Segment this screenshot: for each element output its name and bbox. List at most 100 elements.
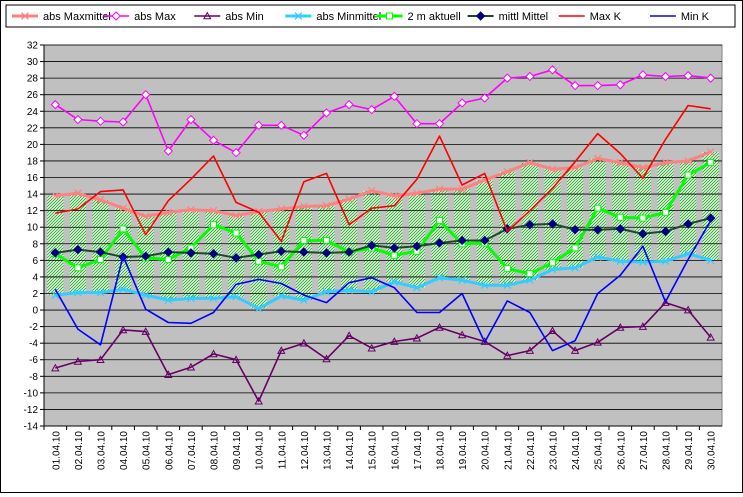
data-point xyxy=(503,167,512,176)
data-point xyxy=(209,294,218,303)
data-point xyxy=(413,189,421,198)
data-point xyxy=(209,206,218,215)
axes: -14-12-10-8-6-4-202468101214161820222426… xyxy=(24,41,722,470)
data-point xyxy=(660,226,671,237)
legend-label: abs Maxmittel xyxy=(43,11,111,23)
series-mittl-mittel xyxy=(50,213,716,263)
data-point xyxy=(345,195,353,203)
data-point xyxy=(594,204,602,212)
x-tick-label: 22.04.10 xyxy=(526,431,537,470)
data-point xyxy=(412,333,422,342)
data-point xyxy=(435,185,444,193)
data-point xyxy=(277,346,286,354)
data-point xyxy=(435,273,444,282)
y-tick-label: 4 xyxy=(32,272,38,283)
legend-label: abs Minmittel xyxy=(316,11,381,23)
data-point xyxy=(616,213,624,221)
x-tick-label: 19.04.10 xyxy=(458,431,469,470)
data-point xyxy=(299,130,309,140)
data-point xyxy=(412,241,422,251)
data-point xyxy=(323,236,330,244)
data-point xyxy=(276,120,287,131)
data-point xyxy=(277,205,286,213)
band-bar xyxy=(92,199,109,293)
data-point xyxy=(294,12,303,20)
legend-label: Min K xyxy=(681,11,710,23)
x-tick-label: 20.04.10 xyxy=(481,431,492,470)
series-min-k xyxy=(54,220,712,352)
data-point xyxy=(434,238,445,248)
data-point xyxy=(661,298,670,306)
data-point xyxy=(638,70,648,80)
data-point xyxy=(390,337,399,345)
data-point xyxy=(525,71,535,82)
data-point xyxy=(638,229,648,239)
data-point xyxy=(571,263,579,272)
legend-item: abs Min xyxy=(194,11,264,23)
data-point xyxy=(662,208,669,216)
y-tick-label: 20 xyxy=(27,140,39,151)
legend-label: abs Min xyxy=(225,11,264,23)
data-point xyxy=(593,154,602,163)
x-tick-label: 21.04.10 xyxy=(503,431,514,470)
data-point xyxy=(457,235,467,246)
data-point xyxy=(119,204,127,212)
x-tick-label: 24.04.10 xyxy=(571,431,582,470)
data-point xyxy=(253,120,264,131)
x-tick-label: 14.04.10 xyxy=(345,431,356,470)
data-point xyxy=(503,281,512,290)
data-point xyxy=(187,205,195,214)
y-tick-label: 32 xyxy=(27,41,39,52)
data-point xyxy=(164,370,173,378)
data-point xyxy=(322,287,331,296)
data-point xyxy=(548,165,557,174)
data-point xyxy=(344,99,354,110)
data-point xyxy=(366,240,377,251)
legend-label: mittl Mittel xyxy=(499,11,549,23)
data-point xyxy=(321,248,332,258)
band-bar xyxy=(47,195,64,296)
data-point xyxy=(50,248,61,258)
data-point xyxy=(707,159,715,167)
legend-item: abs Max xyxy=(103,11,176,23)
plot-area xyxy=(43,44,723,427)
data-point xyxy=(345,286,353,294)
data-point xyxy=(119,285,127,294)
data-point xyxy=(570,80,580,91)
data-point xyxy=(253,249,264,260)
data-point xyxy=(74,189,82,198)
data-point xyxy=(458,276,466,285)
data-point xyxy=(683,219,693,229)
data-point xyxy=(412,118,422,129)
data-point xyxy=(389,91,400,102)
data-point xyxy=(231,253,241,263)
data-point xyxy=(232,229,240,237)
data-point xyxy=(525,220,535,230)
data-point xyxy=(480,281,489,290)
y-tick-label: 12 xyxy=(27,206,39,217)
data-point xyxy=(592,80,603,91)
legend-box xyxy=(5,4,736,28)
series-layer xyxy=(50,65,716,405)
series-line xyxy=(55,301,712,403)
data-point xyxy=(390,278,399,286)
data-point xyxy=(639,258,647,266)
x-tick-label: 29.04.10 xyxy=(684,431,695,470)
data-point xyxy=(367,343,376,352)
data-point xyxy=(73,114,83,125)
x-tick-label: 23.04.10 xyxy=(549,431,560,470)
x-tick-label: 05.04.10 xyxy=(142,431,153,470)
band-bar xyxy=(453,189,471,281)
data-point xyxy=(209,349,218,358)
legend-item: Max K xyxy=(558,11,622,23)
data-point xyxy=(50,99,61,110)
x-tick-label: 26.04.10 xyxy=(616,431,627,470)
x-tick-label: 02.04.10 xyxy=(74,431,85,470)
x-tick-label: 30.04.10 xyxy=(707,431,718,470)
data-point xyxy=(231,147,241,158)
data-point xyxy=(164,208,173,217)
data-point xyxy=(479,235,490,246)
data-point xyxy=(526,270,534,278)
x-tick-label: 10.04.10 xyxy=(255,431,266,470)
data-point xyxy=(300,236,308,244)
